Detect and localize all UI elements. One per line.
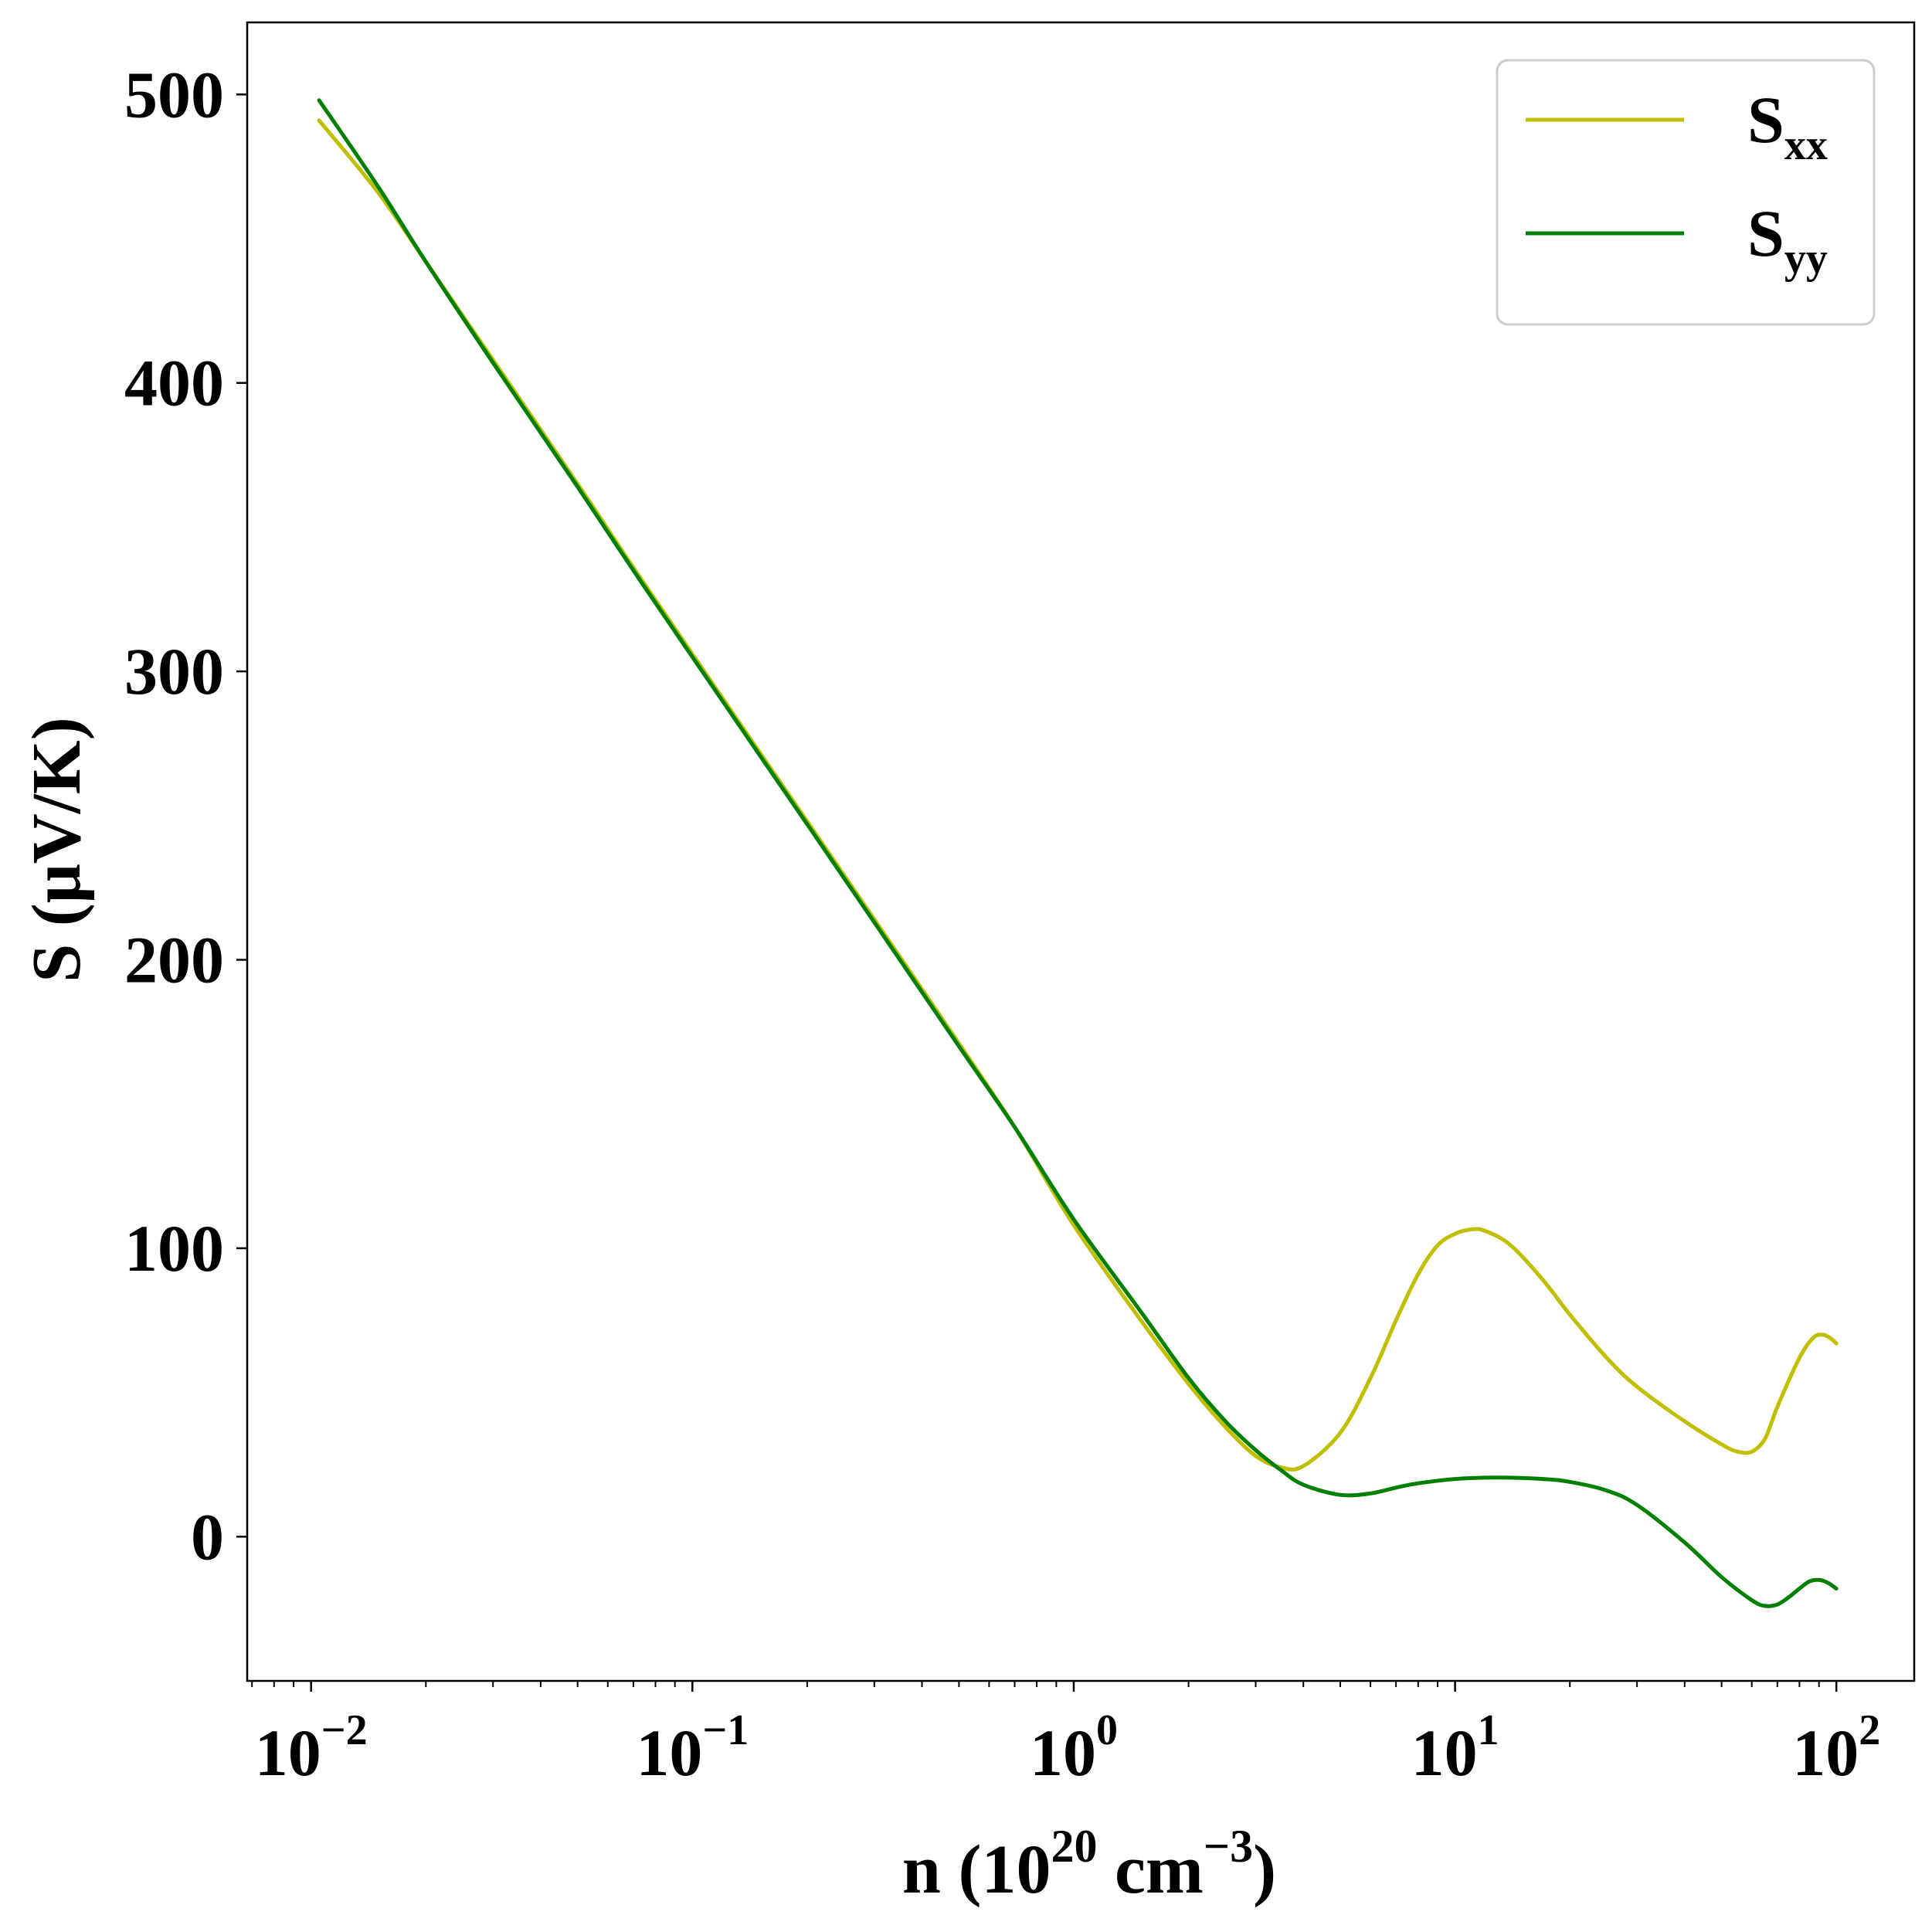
x-tick-label: 101	[1411, 1706, 1499, 1790]
x-tick-exponent: 1	[1478, 1706, 1499, 1754]
legend-label-syy-name: S	[1747, 196, 1784, 270]
x-axis: 10−2 10−1 100 101 102	[251, 1681, 1880, 1790]
x-tick-exponent: −2	[321, 1706, 368, 1754]
y-tick-label: 0	[191, 1499, 224, 1574]
legend-label-syy: Syy	[1747, 196, 1828, 283]
series-layer	[317, 98, 1839, 1608]
legend-box	[1496, 59, 1876, 326]
y-tick-label: 500	[124, 57, 224, 131]
y-tick-label: 100	[124, 1211, 224, 1285]
y-axis-label: S (μV/K)	[19, 717, 95, 983]
legend-label-syy-sub: yy	[1784, 235, 1828, 283]
x-tick-label: 10−1	[636, 1706, 749, 1790]
x-tick-label: 100	[1030, 1706, 1118, 1790]
x-tick-base: 10	[1792, 1716, 1859, 1790]
x-tick-label: 102	[1792, 1706, 1880, 1790]
x-tick-base: 10	[1030, 1716, 1096, 1790]
x-tick-base: 10	[255, 1716, 321, 1790]
legend-label-sxx: Sxx	[1747, 83, 1828, 169]
x-tick-exponent: −1	[702, 1706, 749, 1754]
y-tick-label: 300	[124, 634, 224, 708]
y-tick-label: 400	[124, 346, 224, 420]
x-tick-base: 10	[1411, 1716, 1478, 1790]
x-axis-label-end: )	[1253, 1832, 1276, 1908]
x-axis-label: n (1020 cm−3)	[902, 1821, 1276, 1908]
x-axis-label-sup1: 20	[1051, 1821, 1097, 1872]
x-tick-exponent: 2	[1859, 1706, 1880, 1754]
x-tick-base: 10	[636, 1716, 702, 1790]
legend: Sxx Syy	[1496, 59, 1876, 326]
series-line-syy	[317, 98, 1839, 1608]
x-tick-exponent: 0	[1096, 1706, 1118, 1754]
plot-frame	[246, 21, 1916, 1682]
y-tick-label: 200	[124, 923, 224, 997]
x-axis-label-mid: cm	[1097, 1832, 1203, 1908]
x-axis-label-sup2: −3	[1204, 1821, 1253, 1872]
y-axis: 0 100 200 300 400 500	[124, 57, 247, 1574]
legend-label-sxx-name: S	[1747, 83, 1784, 157]
x-tick-label: 10−2	[255, 1706, 368, 1790]
x-axis-label-main: n (10	[902, 1832, 1051, 1908]
legend-label-sxx-sub: xx	[1784, 121, 1828, 169]
